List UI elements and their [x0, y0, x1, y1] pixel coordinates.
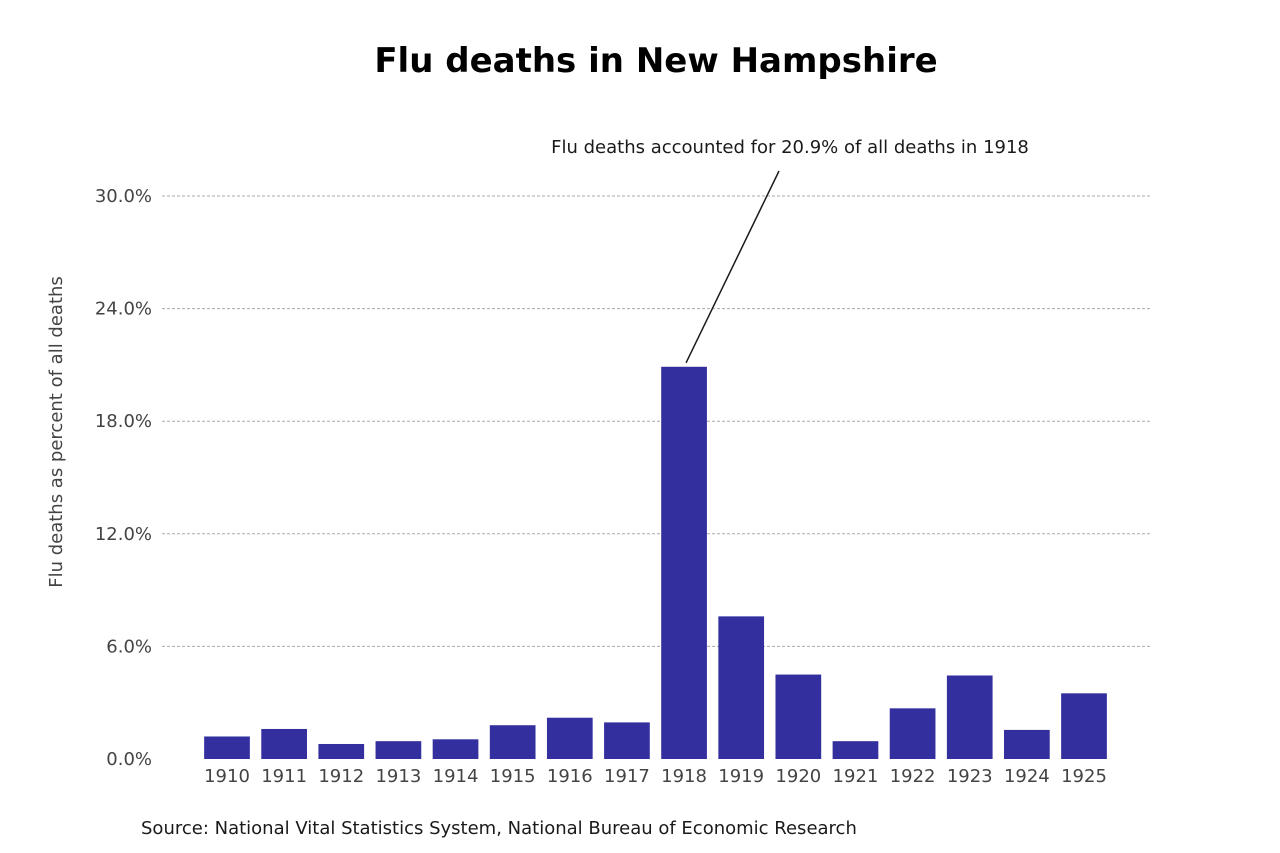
- gridlines: [162, 195, 1152, 647]
- x-tick-label: 1923: [947, 766, 993, 787]
- bar-1915: [489, 725, 536, 759]
- bar-1914: [432, 739, 479, 759]
- annotation-line: [685, 170, 780, 364]
- bar-1917: [604, 722, 650, 759]
- x-tick-label: 1921: [833, 766, 879, 787]
- bar-1912: [318, 743, 365, 759]
- bar-1919: [718, 616, 765, 759]
- bar-1922: [889, 708, 936, 759]
- x-tick-label: 1918: [661, 766, 707, 787]
- bar-1925: [1061, 693, 1107, 759]
- x-tick-label: 1913: [375, 766, 421, 787]
- y-axis-label: Flu deaths as percent of all deaths: [46, 276, 67, 588]
- chart-title: Flu deaths in New Hampshire: [374, 41, 937, 81]
- bar-1918: [661, 366, 707, 759]
- y-tick-label: 30.0%: [95, 186, 152, 207]
- bar-1913: [375, 741, 422, 759]
- x-tick-label: 1925: [1061, 766, 1107, 787]
- x-axis-ticks: 1910 1911 1912 1913 1914 1915 1916 1917 1918 1919…: [204, 766, 1107, 787]
- x-tick-label: 1920: [775, 766, 821, 787]
- bar-1916: [546, 717, 593, 759]
- y-axis-ticks: 0.0% 6.0% 12.0% 18.0% 24.0% 30.0%: [95, 186, 152, 770]
- y-tick-label: 18.0%: [95, 411, 152, 432]
- bar-1911: [261, 728, 307, 759]
- x-tick-label: 1914: [433, 766, 479, 787]
- x-tick-label: 1924: [1004, 766, 1050, 787]
- bar-1921: [832, 741, 879, 759]
- y-tick-label: 24.0%: [95, 299, 152, 320]
- y-tick-label: 12.0%: [95, 524, 152, 545]
- x-tick-label: 1912: [318, 766, 364, 787]
- bar-1923: [946, 675, 993, 759]
- source-note: Source: National Vital Statistics System…: [141, 818, 857, 839]
- y-tick-label: 6.0%: [106, 636, 152, 657]
- x-tick-label: 1917: [604, 766, 650, 787]
- x-tick-label: 1911: [261, 766, 307, 787]
- x-tick-label: 1915: [490, 766, 536, 787]
- x-tick-label: 1919: [718, 766, 764, 787]
- x-tick-label: 1922: [890, 766, 936, 787]
- bar-1924: [1004, 729, 1050, 759]
- bar-1920: [775, 674, 822, 759]
- y-tick-label: 0.0%: [106, 749, 152, 770]
- bar-1910: [204, 736, 250, 759]
- bars: [204, 366, 1107, 759]
- annotation-text: Flu deaths accounted for 20.9% of all de…: [551, 137, 1029, 158]
- x-tick-label: 1910: [204, 766, 250, 787]
- x-tick-label: 1916: [547, 766, 593, 787]
